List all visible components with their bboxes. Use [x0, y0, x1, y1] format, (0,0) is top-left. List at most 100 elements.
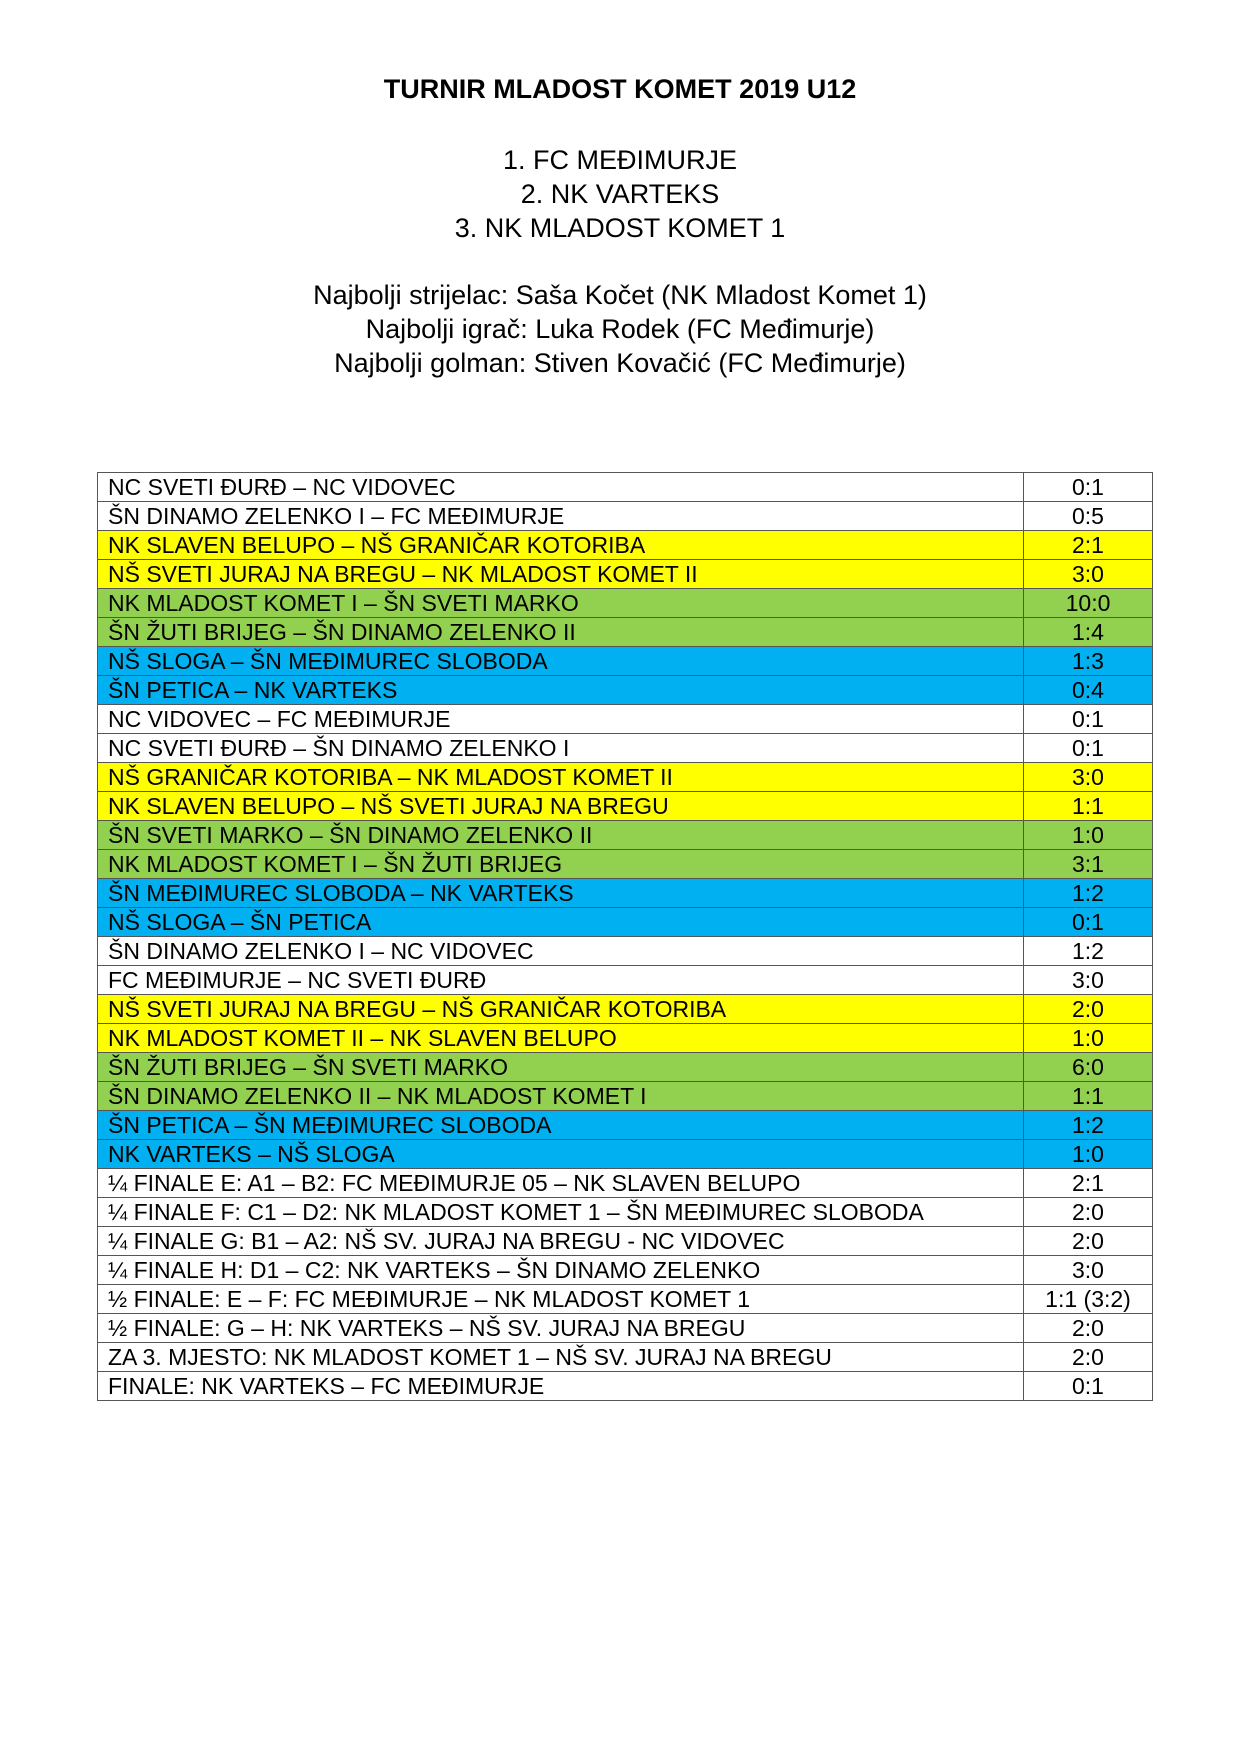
- table-row: NC SVETI ĐURĐ – NC VIDOVEC 0:1: [97, 472, 1153, 502]
- match-cell: NŠ SLOGA – ŠN PETICA: [97, 907, 1024, 937]
- match-cell: ¼ FINALE G: B1 – A2: NŠ SV. JURAJ NA BRE…: [97, 1226, 1024, 1256]
- match-cell: NK VARTEKS – NŠ SLOGA: [97, 1139, 1024, 1169]
- table-row: ŠN MEĐIMUREC SLOBODA – NK VARTEKS 1:2: [97, 878, 1153, 908]
- score-cell: 0:5: [1023, 501, 1153, 531]
- score-cell: 2:1: [1023, 1168, 1153, 1198]
- match-cell: FC MEĐIMURJE – NC SVETI ĐURĐ: [97, 965, 1024, 995]
- page-title: TURNIR MLADOST KOMET 2019 U12: [383, 74, 857, 104]
- table-row: ½ FINALE: E – F: FC MEĐIMURJE – NK MLADO…: [97, 1284, 1153, 1314]
- table-row: NK SLAVEN BELUPO – NŠ SVETI JURAJ NA BRE…: [97, 791, 1153, 821]
- final-rankings: 1. FC MEĐIMURJE 2. NK VARTEKS 3. NK MLAD…: [0, 143, 1240, 245]
- table-row: NK MLADOST KOMET I – ŠN SVETI MARKO 10:0: [97, 588, 1153, 618]
- score-cell: 0:1: [1023, 1371, 1153, 1401]
- score-cell: 2:1: [1023, 530, 1153, 560]
- table-row: ŠN SVETI MARKO – ŠN DINAMO ZELENKO II 1:0: [97, 820, 1153, 850]
- match-cell: ½ FINALE: G – H: NK VARTEKS – NŠ SV. JUR…: [97, 1313, 1024, 1343]
- table-row: ŠN PETICA – ŠN MEĐIMUREC SLOBODA 1:2: [97, 1110, 1153, 1140]
- score-cell: 1:4: [1023, 617, 1153, 647]
- table-row: NK MLADOST KOMET I – ŠN ŽUTI BRIJEG 3:1: [97, 849, 1153, 879]
- match-cell: ŠN DINAMO ZELENKO I – FC MEĐIMURJE: [97, 501, 1024, 531]
- match-cell: ŠN MEĐIMUREC SLOBODA – NK VARTEKS: [97, 878, 1024, 908]
- score-cell: 1:1: [1023, 791, 1153, 821]
- score-cell: 1:1: [1023, 1081, 1153, 1111]
- score-cell: 1:2: [1023, 878, 1153, 908]
- ranking-3: 3. NK MLADOST KOMET 1: [454, 213, 786, 243]
- match-cell: ¼ FINALE E: A1 – B2: FC MEĐIMURJE 05 – N…: [97, 1168, 1024, 1198]
- table-row: ŠN DINAMO ZELENKO I – NC VIDOVEC 1:2: [97, 936, 1153, 966]
- score-cell: 2:0: [1023, 994, 1153, 1024]
- score-cell: 1:2: [1023, 1110, 1153, 1140]
- score-cell: 0:1: [1023, 472, 1153, 502]
- score-cell: 1:0: [1023, 1023, 1153, 1053]
- score-cell: 2:0: [1023, 1313, 1153, 1343]
- match-cell: NŠ SLOGA – ŠN MEĐIMUREC SLOBODA: [97, 646, 1024, 676]
- match-cell: NŠ SVETI JURAJ NA BREGU – NK MLADOST KOM…: [97, 559, 1024, 589]
- award-top-scorer: Najbolji strijelac: Saša Kočet (NK Mlado…: [313, 280, 927, 310]
- match-cell: FINALE: NK VARTEKS – FC MEĐIMURJE: [97, 1371, 1024, 1401]
- table-row: ŠN DINAMO ZELENKO II – NK MLADOST KOMET …: [97, 1081, 1153, 1111]
- table-row: NK MLADOST KOMET II – NK SLAVEN BELUPO 1:…: [97, 1023, 1153, 1053]
- table-row: FINALE: NK VARTEKS – FC MEĐIMURJE 0:1: [97, 1371, 1153, 1401]
- score-cell: 2:0: [1023, 1226, 1153, 1256]
- match-cell: ŠN SVETI MARKO – ŠN DINAMO ZELENKO II: [97, 820, 1024, 850]
- table-row: ¼ FINALE F: C1 – D2: NK MLADOST KOMET 1 …: [97, 1197, 1153, 1227]
- table-row: NC SVETI ĐURĐ – ŠN DINAMO ZELENKO I 0:1: [97, 733, 1153, 763]
- table-row: ZA 3. MJESTO: NK MLADOST KOMET 1 – NŠ SV…: [97, 1342, 1153, 1372]
- individual-awards: Najbolji strijelac: Saša Kočet (NK Mlado…: [0, 278, 1240, 380]
- score-cell: 0:1: [1023, 907, 1153, 937]
- results-table: NC SVETI ĐURĐ – NC VIDOVEC 0:1 ŠN DINAMO Z…: [97, 472, 1153, 1401]
- match-cell: NK MLADOST KOMET II – NK SLAVEN BELUPO: [97, 1023, 1024, 1053]
- table-row: ¼ FINALE G: B1 – A2: NŠ SV. JURAJ NA BRE…: [97, 1226, 1153, 1256]
- match-cell: NC SVETI ĐURĐ – ŠN DINAMO ZELENKO I: [97, 733, 1024, 763]
- score-cell: 0:1: [1023, 733, 1153, 763]
- match-cell: ŠN ŽUTI BRIJEG – ŠN SVETI MARKO: [97, 1052, 1024, 1082]
- score-cell: 1:1 (3:2): [1023, 1284, 1153, 1314]
- score-cell: 0:1: [1023, 704, 1153, 734]
- match-cell: NK MLADOST KOMET I – ŠN SVETI MARKO: [97, 588, 1024, 618]
- table-row: NŠ SVETI JURAJ NA BREGU – NK MLADOST KOM…: [97, 559, 1153, 589]
- score-cell: 3:1: [1023, 849, 1153, 879]
- score-cell: 3:0: [1023, 762, 1153, 792]
- table-row: ¼ FINALE E: A1 – B2: FC MEĐIMURJE 05 – N…: [97, 1168, 1153, 1198]
- table-row: FC MEĐIMURJE – NC SVETI ĐURĐ 3:0: [97, 965, 1153, 995]
- score-cell: 1:2: [1023, 936, 1153, 966]
- match-cell: NK MLADOST KOMET I – ŠN ŽUTI BRIJEG: [97, 849, 1024, 879]
- table-row: NC VIDOVEC – FC MEĐIMURJE 0:1: [97, 704, 1153, 734]
- match-cell: NC VIDOVEC – FC MEĐIMURJE: [97, 704, 1024, 734]
- match-cell: ŠN PETICA – NK VARTEKS: [97, 675, 1024, 705]
- table-row: ŠN ŽUTI BRIJEG – ŠN SVETI MARKO 6:0: [97, 1052, 1153, 1082]
- match-cell: NŠ SVETI JURAJ NA BREGU – NŠ GRANIČAR KO…: [97, 994, 1024, 1024]
- table-row: NŠ GRANIČAR KOTORIBA – NK MLADOST KOMET …: [97, 762, 1153, 792]
- table-row: NŠ SLOGA – ŠN MEĐIMUREC SLOBODA 1:3: [97, 646, 1153, 676]
- table-row: NK VARTEKS – NŠ SLOGA 1:0: [97, 1139, 1153, 1169]
- score-cell: 1:0: [1023, 820, 1153, 850]
- match-cell: ¼ FINALE F: C1 – D2: NK MLADOST KOMET 1 …: [97, 1197, 1024, 1227]
- ranking-2: 2. NK VARTEKS: [520, 179, 720, 209]
- table-row: ½ FINALE: G – H: NK VARTEKS – NŠ SV. JUR…: [97, 1313, 1153, 1343]
- match-cell: ŠN PETICA – ŠN MEĐIMUREC SLOBODA: [97, 1110, 1024, 1140]
- table-row: NŠ SLOGA – ŠN PETICA 0:1: [97, 907, 1153, 937]
- award-best-goalkeeper: Najbolji golman: Stiven Kovačić (FC Međi…: [334, 348, 906, 378]
- match-cell: ŠN DINAMO ZELENKO I – NC VIDOVEC: [97, 936, 1024, 966]
- match-cell: ŠN DINAMO ZELENKO II – NK MLADOST KOMET …: [97, 1081, 1024, 1111]
- score-cell: 2:0: [1023, 1342, 1153, 1372]
- table-row: ŠN DINAMO ZELENKO I – FC MEĐIMURJE 0:5: [97, 501, 1153, 531]
- score-cell: 6:0: [1023, 1052, 1153, 1082]
- table-row: NŠ SVETI JURAJ NA BREGU – NŠ GRANIČAR KO…: [97, 994, 1153, 1024]
- match-cell: NC SVETI ĐURĐ – NC VIDOVEC: [97, 472, 1024, 502]
- score-cell: 3:0: [1023, 559, 1153, 589]
- score-cell: 0:4: [1023, 675, 1153, 705]
- score-cell: 1:3: [1023, 646, 1153, 676]
- table-row: ŠN ŽUTI BRIJEG – ŠN DINAMO ZELENKO II 1:4: [97, 617, 1153, 647]
- match-cell: ZA 3. MJESTO: NK MLADOST KOMET 1 – NŠ SV…: [97, 1342, 1024, 1372]
- ranking-1: 1. FC MEĐIMURJE: [502, 145, 737, 175]
- table-row: ¼ FINALE H: D1 – C2: NK VARTEKS – ŠN DIN…: [97, 1255, 1153, 1285]
- score-cell: 1:0: [1023, 1139, 1153, 1169]
- match-cell: ŠN ŽUTI BRIJEG – ŠN DINAMO ZELENKO II: [97, 617, 1024, 647]
- match-cell: ½ FINALE: E – F: FC MEĐIMURJE – NK MLADO…: [97, 1284, 1024, 1314]
- table-row: ŠN PETICA – NK VARTEKS 0:4: [97, 675, 1153, 705]
- score-cell: 3:0: [1023, 1255, 1153, 1285]
- match-cell: NK SLAVEN BELUPO – NŠ GRANIČAR KOTORIBA: [97, 530, 1024, 560]
- match-cell: NK SLAVEN BELUPO – NŠ SVETI JURAJ NA BRE…: [97, 791, 1024, 821]
- award-best-player: Najbolji igrač: Luka Rodek (FC Međimurje…: [365, 314, 875, 344]
